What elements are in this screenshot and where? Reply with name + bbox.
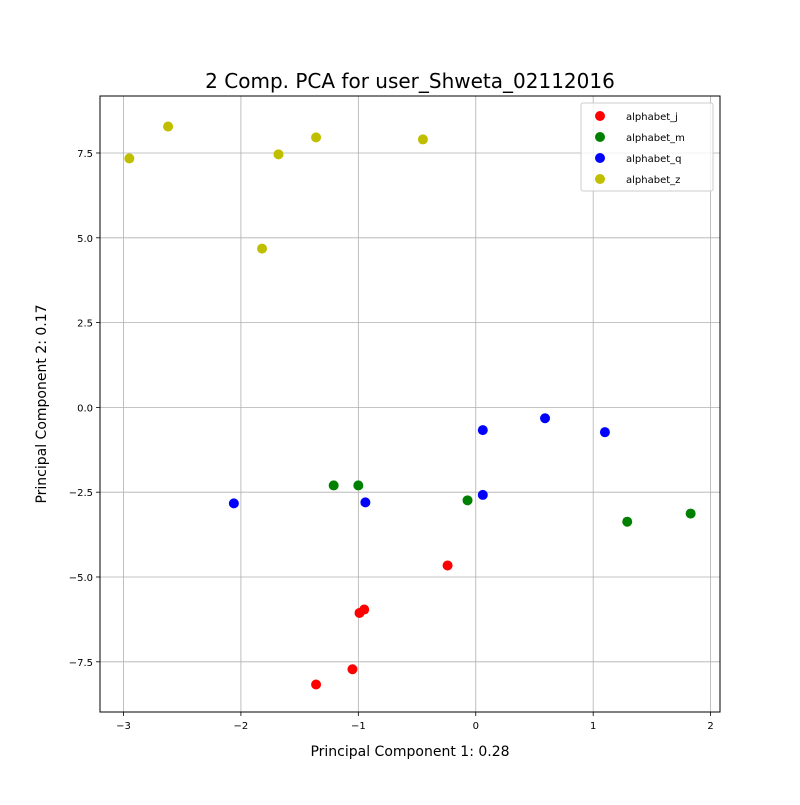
data-point-alphabet-m <box>462 495 473 506</box>
y-tick-label: 7.5 <box>77 149 93 160</box>
data-point-alphabet-q <box>477 425 488 436</box>
y-tick-label: −2.5 <box>69 488 93 499</box>
x-tick-label: 1 <box>590 721 596 732</box>
legend-marker-alphabet-z <box>595 174 605 184</box>
y-axis-label: Principal Component 2: 0.17 <box>34 304 50 503</box>
legend: alphabet_j alphabet_m alphabet_q alphabet_z <box>580 102 714 192</box>
data-point-alphabet-q <box>540 413 551 424</box>
data-point-alphabet-j <box>311 679 322 690</box>
legend-marker-alphabet-m <box>595 132 605 142</box>
legend-label-alphabet-z: alphabet_z <box>626 175 680 186</box>
x-tick-label: −1 <box>351 721 366 732</box>
data-point-alphabet-z <box>273 149 284 160</box>
x-tick-label: 2 <box>707 721 713 732</box>
data-point-alphabet-m <box>328 480 339 491</box>
x-axis-label: Principal Component 1: 0.28 <box>310 744 509 760</box>
data-point-alphabet-j <box>354 607 365 618</box>
data-point-alphabet-q <box>228 498 239 509</box>
y-tick-label: 5.0 <box>77 234 93 245</box>
data-point-alphabet-z <box>257 243 268 254</box>
y-tick-label: −7.5 <box>69 658 93 669</box>
x-tick-label: −3 <box>116 721 131 732</box>
legend-label-alphabet-j: alphabet_j <box>626 112 678 123</box>
data-point-alphabet-z <box>124 153 135 164</box>
plot-frame <box>99 95 721 713</box>
y-tick-label: −5.0 <box>69 573 93 584</box>
data-points <box>124 121 696 690</box>
chart-title: 2 Comp. PCA for user_Shweta_02112016 <box>205 69 615 93</box>
data-point-alphabet-m <box>622 516 633 527</box>
data-point-alphabet-q <box>599 427 610 438</box>
data-point-alphabet-q <box>477 489 488 500</box>
legend-marker-alphabet-j <box>595 111 605 121</box>
x-tick-label: 0 <box>473 721 479 732</box>
legend-label-alphabet-q: alphabet_q <box>626 154 682 165</box>
legend-box <box>580 102 714 192</box>
data-point-alphabet-z <box>417 134 428 145</box>
data-point-alphabet-m <box>353 480 364 491</box>
grid <box>100 96 720 712</box>
data-point-alphabet-j <box>442 560 453 571</box>
data-point-alphabet-j <box>347 664 358 675</box>
legend-label-alphabet-m: alphabet_m <box>626 133 685 144</box>
data-point-alphabet-m <box>685 508 696 519</box>
data-point-alphabet-z <box>163 121 174 132</box>
axis-ticks: −3 −2 −1 0 1 2 −7.5 −5.0 −2.5 0.0 2.5 5.0 7.5 <box>69 149 714 732</box>
legend-marker-alphabet-q <box>595 153 605 163</box>
y-tick-label: 2.5 <box>77 319 93 330</box>
x-tick-label: −2 <box>234 721 249 732</box>
data-point-alphabet-z <box>311 132 322 143</box>
y-tick-label: 0.0 <box>77 403 93 414</box>
data-point-alphabet-q <box>360 497 371 508</box>
